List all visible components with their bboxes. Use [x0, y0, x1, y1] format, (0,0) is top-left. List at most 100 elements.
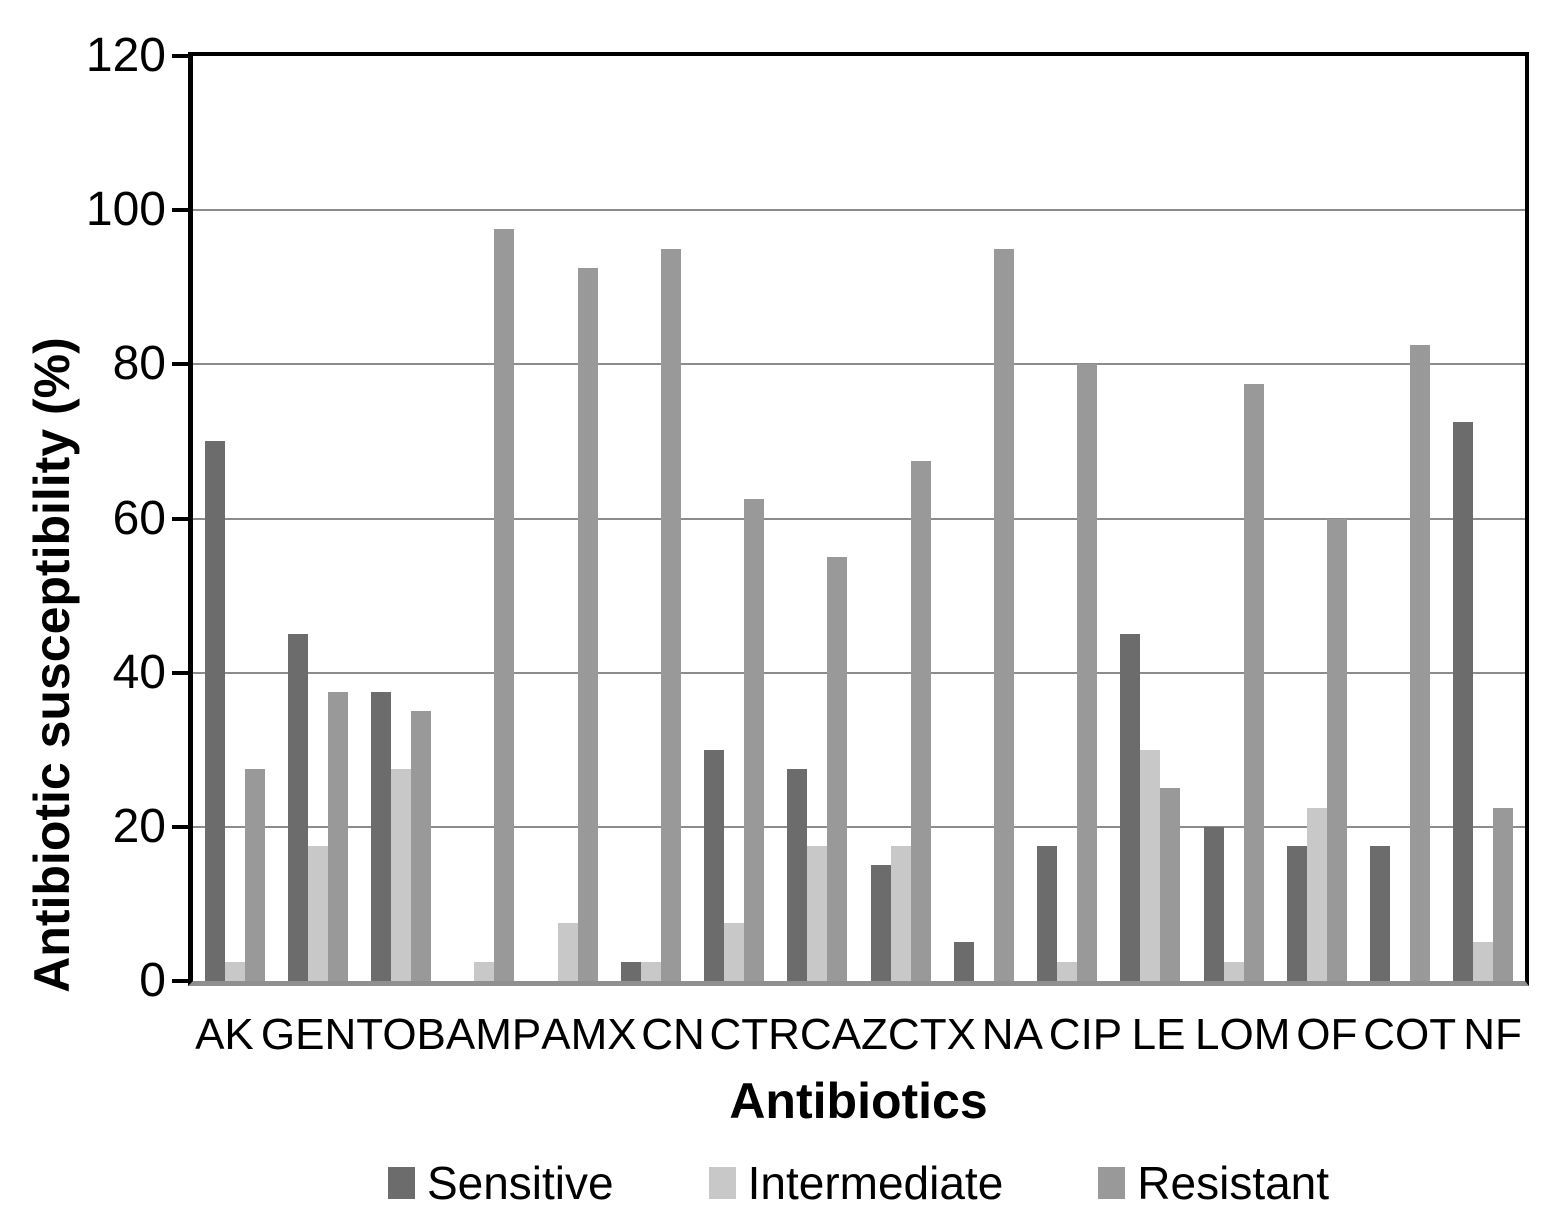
bar-sensitive-ctr	[704, 749, 725, 981]
y-tick-label-40: 40	[112, 645, 166, 699]
plot-area	[188, 52, 1529, 986]
gridline-40	[193, 671, 1525, 674]
bar-sensitive-of	[1286, 846, 1307, 981]
y-tick-label-80: 80	[112, 337, 166, 391]
bar-intermediate-amp	[474, 961, 495, 981]
x-axis-title: Antibiotics	[729, 1073, 988, 1129]
bars-container	[193, 56, 1525, 981]
y-tick-label-20: 20	[112, 799, 166, 853]
x-label-nf: NF	[1463, 1010, 1522, 1059]
bar-resistant-cn	[660, 248, 681, 981]
gridline-60	[193, 517, 1525, 520]
bar-intermediate-tob	[391, 769, 412, 981]
legend-swatch-intermediate	[708, 1167, 736, 1199]
bar-sensitive-ak	[204, 441, 225, 981]
x-label-ctx: CTX	[887, 1010, 976, 1059]
gridline-100	[193, 209, 1525, 212]
bar-sensitive-gen	[287, 634, 308, 981]
bar-resistant-tob	[411, 711, 432, 981]
bar-group-ctr	[693, 56, 776, 981]
x-label-cot: COT	[1363, 1010, 1457, 1059]
bar-sensitive-ctx	[870, 865, 891, 981]
legend-label-intermediate: Intermediate	[747, 1157, 1004, 1209]
x-label-lom: LOM	[1195, 1010, 1291, 1059]
legend-item-resistant: Resistant	[1098, 1156, 1329, 1210]
x-label-amp: AMP	[445, 1010, 542, 1059]
x-label-amx: AMX	[541, 1010, 637, 1059]
y-tick-label-60: 60	[112, 491, 166, 545]
bar-sensitive-cn	[620, 961, 641, 981]
bar-sensitive-tob	[371, 691, 392, 981]
bar-group-amx	[526, 56, 609, 981]
bar-intermediate-ctr	[724, 923, 745, 981]
bar-intermediate-ak	[224, 961, 245, 981]
x-label-ctr: CTR	[709, 1010, 800, 1059]
bar-intermediate-nf	[1473, 942, 1494, 981]
legend-label-sensitive: Sensitive	[426, 1157, 614, 1209]
bar-resistant-caz	[827, 557, 848, 981]
bar-group-na	[942, 56, 1025, 981]
bar-group-nf	[1442, 56, 1525, 981]
bar-intermediate-amx	[557, 923, 578, 981]
x-label-cn: CN	[641, 1010, 705, 1059]
bar-sensitive-cip	[1037, 846, 1058, 981]
y-tick-100	[172, 208, 188, 213]
bar-resistant-cip	[1077, 364, 1098, 981]
y-tick-label-120: 120	[85, 29, 166, 82]
y-tick-40	[172, 670, 188, 675]
legend: Sensitive Intermediate Resistant	[188, 1156, 1529, 1210]
bar-group-caz	[776, 56, 859, 981]
x-label-tob: TOB	[356, 1010, 446, 1059]
bar-resistant-cot	[1410, 345, 1431, 981]
bar-group-ctx	[859, 56, 942, 981]
bar-group-amp	[443, 56, 526, 981]
bar-resistant-nf	[1493, 807, 1514, 981]
y-tick-label-0: 0	[139, 954, 166, 1007]
legend-item-sensitive: Sensitive	[387, 1156, 614, 1210]
x-label-of: OF	[1296, 1010, 1358, 1059]
y-tick-120	[172, 54, 188, 58]
bar-sensitive-na	[953, 942, 974, 981]
bar-intermediate-ctx	[890, 846, 911, 981]
y-tick-0	[172, 979, 188, 983]
bar-resistant-amx	[577, 267, 598, 981]
y-tick-label-100: 100	[85, 183, 166, 237]
bar-resistant-na	[993, 248, 1014, 981]
bar-resistant-ctr	[744, 499, 765, 981]
bar-group-of	[1275, 56, 1358, 981]
bar-resistant-amp	[494, 229, 515, 981]
bar-resistant-of	[1326, 518, 1347, 981]
bar-group-tob	[360, 56, 443, 981]
bar-group-cn	[609, 56, 692, 981]
bar-group-cot	[1359, 56, 1442, 981]
bar-intermediate-gen	[307, 846, 328, 981]
bar-intermediate-of	[1306, 807, 1327, 981]
legend-item-intermediate: Intermediate	[708, 1156, 1004, 1210]
bar-group-cip	[1026, 56, 1109, 981]
bar-group-gen	[276, 56, 359, 981]
bar-resistant-ak	[244, 769, 265, 981]
x-label-gen: GEN	[260, 1010, 357, 1059]
legend-label-resistant: Resistant	[1137, 1157, 1330, 1209]
y-tick-60	[172, 516, 188, 521]
bar-sensitive-le	[1120, 634, 1141, 981]
bar-resistant-gen	[327, 691, 348, 981]
bar-resistant-lom	[1243, 383, 1264, 981]
bar-intermediate-le	[1140, 749, 1161, 981]
bar-resistant-le	[1160, 788, 1181, 981]
x-label-le: LE	[1131, 1010, 1186, 1059]
bar-group-lom	[1192, 56, 1275, 981]
y-tick-80	[172, 362, 188, 367]
bar-intermediate-caz	[807, 846, 828, 981]
bar-group-ak	[193, 56, 276, 981]
bar-sensitive-cot	[1370, 846, 1391, 981]
x-label-ak: AK	[195, 1010, 254, 1059]
bar-intermediate-cn	[640, 961, 661, 981]
x-label-caz: CAZ	[799, 1010, 888, 1059]
bar-sensitive-nf	[1453, 422, 1474, 981]
x-label-na: NA	[981, 1010, 1043, 1059]
bar-group-le	[1109, 56, 1192, 981]
bar-intermediate-lom	[1223, 961, 1244, 981]
bar-intermediate-cip	[1057, 961, 1078, 981]
